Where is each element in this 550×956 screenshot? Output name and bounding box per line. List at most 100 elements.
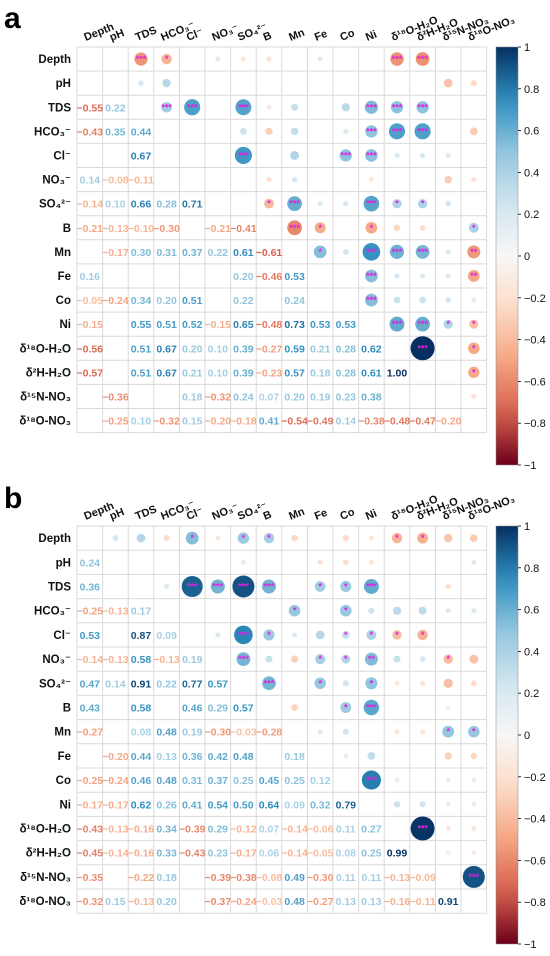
coefficient-label: 0.29 — [208, 824, 229, 836]
row-label: δ¹⁸O-NO₃ — [19, 416, 71, 428]
correlation-circle — [420, 273, 426, 279]
correlation-circle — [235, 99, 252, 116]
coefficient-label: 0.46 — [131, 775, 152, 787]
coefficient-label: 0.61 — [361, 367, 382, 379]
coefficient-label: 0.61 — [233, 247, 254, 259]
correlation-circle — [445, 249, 451, 255]
colorbar-tick-label: −0.8 — [524, 897, 546, 909]
coefficient-label: −0.20 — [102, 751, 129, 763]
coefficient-label: −0.17 — [102, 247, 129, 259]
column-label: Cl⁻ — [185, 505, 205, 522]
correlation-circle — [232, 575, 255, 598]
coefficient-label: 0.66 — [131, 199, 152, 211]
correlation-circle — [419, 656, 426, 662]
significance-stars: * — [370, 630, 374, 640]
correlation-circle — [365, 677, 378, 690]
correlation-circle — [343, 128, 349, 134]
correlation-circle — [445, 705, 451, 710]
row-label: Cl⁻ — [53, 630, 71, 642]
significance-stars: ** — [470, 247, 478, 257]
significance-stars: *** — [238, 582, 249, 592]
row-label: δ¹⁸O-NO₃ — [19, 896, 71, 908]
correlation-circle — [420, 680, 426, 686]
column-label: Mn — [287, 506, 306, 523]
correlation-circle — [181, 575, 203, 598]
correlation-circle — [240, 56, 246, 62]
column-label: Ni — [364, 29, 379, 44]
coefficient-label: 0.10 — [208, 367, 229, 379]
significance-stars: * — [344, 606, 348, 616]
correlation-circle — [317, 201, 323, 207]
coefficient-label: 0.87 — [131, 630, 152, 642]
panel-label: a — [4, 2, 21, 35]
correlation-circle — [263, 532, 275, 544]
grid — [76, 525, 488, 914]
correlation-circle — [164, 584, 170, 589]
correlation-circle — [234, 625, 253, 645]
row-label: Co — [56, 775, 71, 787]
significance-stars: * — [421, 630, 425, 640]
coefficient-label: 0.54 — [208, 799, 229, 811]
correlation-circle — [343, 753, 349, 759]
significance-stars: ** — [368, 654, 376, 664]
significance-stars: *** — [366, 703, 377, 713]
colorbar-tick-label: −1 — [524, 939, 537, 951]
coefficient-label: 0.15 — [105, 896, 126, 908]
coefficient-label: −0.17 — [230, 848, 257, 860]
coefficient-label: 0.18 — [182, 391, 203, 403]
correlation-circle — [215, 535, 221, 541]
correlation-circle — [365, 125, 378, 138]
correlation-circle — [291, 704, 298, 711]
row-label: δ¹⁵N-NO₃ — [20, 872, 71, 884]
coefficient-label: 0.11 — [336, 824, 356, 836]
correlation-circle — [342, 728, 349, 735]
correlation-circle — [445, 850, 451, 856]
correlation-circle — [365, 149, 378, 162]
coefficient-label: 0.25 — [284, 775, 305, 787]
coefficient-label: 0.33 — [156, 848, 177, 860]
row-label: δ²H-H₂O — [26, 367, 71, 379]
coefficient-label: −0.35 — [77, 872, 104, 884]
row-label: Depth — [38, 533, 71, 545]
coefficient-label: 0.28 — [336, 367, 357, 379]
row-label: δ¹⁸O-H₂O — [20, 343, 71, 355]
correlation-circle — [468, 222, 479, 233]
significance-stars: * — [446, 654, 450, 664]
row-label: Ni — [60, 319, 72, 331]
coefficient-label: 0.24 — [233, 391, 254, 403]
significance-stars: * — [472, 319, 476, 329]
colorbar-tick-label: 0 — [524, 251, 530, 263]
correlation-circle — [290, 150, 300, 160]
coefficient-label: −0.25 — [102, 416, 129, 428]
correlation-circle — [394, 152, 400, 158]
coefficient-label: 0.58 — [131, 703, 152, 715]
coefficient-label: 0.57 — [284, 367, 305, 379]
significance-stars: * — [344, 630, 348, 640]
row-label: Mn — [54, 247, 71, 259]
colorbar-tick-label: 0.8 — [524, 563, 539, 575]
correlation-circle — [471, 826, 477, 831]
coefficient-label: −0.16 — [128, 848, 155, 860]
correlation-circle — [342, 559, 349, 566]
significance-stars: ** — [470, 271, 478, 281]
coefficient-label: 0.10 — [131, 416, 152, 428]
coefficient-label: −0.43 — [77, 824, 104, 836]
coefficient-label: −0.43 — [179, 848, 206, 860]
correlation-circle — [468, 342, 480, 355]
coefficient-label: 0.22 — [208, 247, 229, 259]
coefficient-label: −0.17 — [102, 799, 129, 811]
coefficient-label: −0.09 — [409, 872, 436, 884]
correlation-circle — [417, 198, 428, 209]
correlation-circle — [210, 579, 225, 594]
row-label: Co — [56, 295, 71, 307]
coefficient-label: 0.67 — [131, 150, 152, 162]
coefficient-label: −0.49 — [307, 416, 334, 428]
significance-stars: *** — [238, 102, 249, 112]
coefficient-label: 0.51 — [156, 319, 177, 331]
coefficient-label: −0.13 — [102, 824, 129, 836]
colorbar-tick-label: −1 — [524, 460, 537, 472]
coefficient-label: 0.26 — [156, 799, 177, 811]
coefficient-label: −0.28 — [256, 727, 283, 739]
coefficient-label: 0.48 — [156, 775, 177, 787]
colorbar-tick-label: 1 — [524, 42, 530, 54]
